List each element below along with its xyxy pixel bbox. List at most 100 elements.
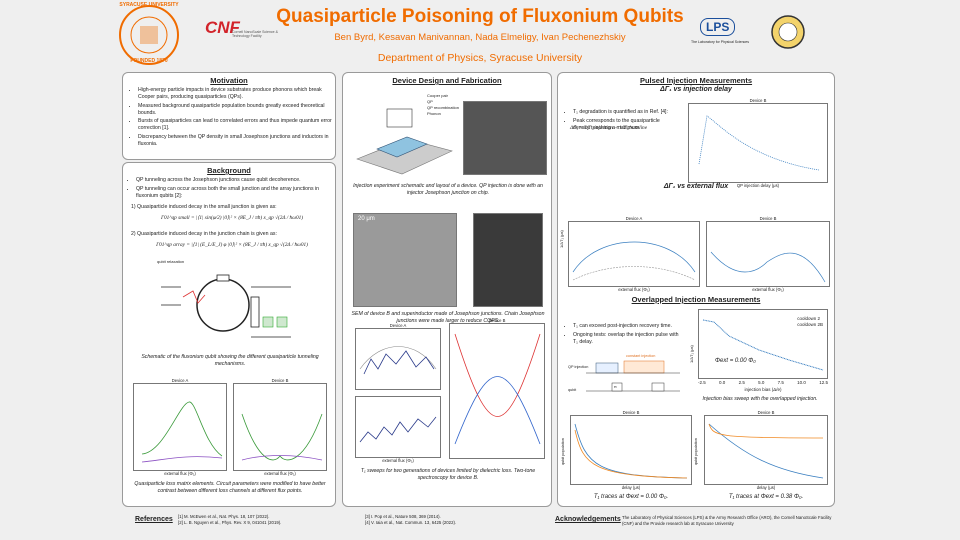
list-item: 12.5 <box>819 380 828 385</box>
bullet: High-energy particle impacts in device s… <box>138 87 333 101</box>
bullet: Ongoing tests: overlap the injection pul… <box>573 332 682 346</box>
bullet: QP tunneling across the Josephson juncti… <box>136 177 333 184</box>
heading: Background <box>207 166 251 175</box>
x-label: external flux (Φ₀) <box>164 471 196 476</box>
plot: Device A external flux (Φ₀) <box>133 378 227 476</box>
plot: Device B external flux (Φ₀) <box>706 216 830 292</box>
bullet-list: High-energy particle impacts in device s… <box>129 87 333 149</box>
plot-title: Device A <box>171 378 189 383</box>
device-schematic <box>356 108 453 175</box>
circuit-schematic <box>153 257 303 349</box>
item: 1) Quasiparticle induced decay in the sm… <box>131 204 277 210</box>
plot: cooldown 2 cooldown 2B Φext = 0.00 Φ₀ <box>698 309 828 379</box>
bullet: T₁ can exceed post-injection recovery ti… <box>573 323 682 330</box>
heading: Device Design and Fabrication <box>392 76 502 85</box>
annotation: Φext = 0.00 Φ₀ <box>715 358 756 364</box>
list-item: 2.5 <box>738 380 745 385</box>
legend: cooldown 2 cooldown 2B <box>797 316 823 329</box>
x-label: delay (μs) <box>756 485 776 490</box>
motivation-panel: Motivation High-energy particle impacts … <box>122 72 336 160</box>
bullet: QP tunneling can occur across both the s… <box>136 186 333 200</box>
spectroscopy: Device B <box>449 318 545 459</box>
caption: Quasiparticle loss matrix elements. Circ… <box>134 481 326 495</box>
plot-title: Device B <box>759 216 777 221</box>
y-label: qubit population <box>561 438 565 465</box>
bullet: Bursts of quasiparticles can lead to cor… <box>138 118 333 132</box>
sem-image <box>473 213 543 307</box>
background-panel: Background QP tunneling across the Josep… <box>122 162 336 507</box>
caption: Schematic of the fluxonium qubit showing… <box>141 354 319 368</box>
plot-curves <box>710 251 826 283</box>
plot: Device B QP injection delay (μs) <box>688 98 828 188</box>
list-item: cooldown 2B <box>797 322 823 328</box>
caption: Injection experiment schematic and layou… <box>353 183 543 197</box>
plot: Device B delay (μs) <box>704 410 828 490</box>
list-item: [1] M. McEwen et al., Nat. Phys. 18, 107… <box>178 514 270 519</box>
heading: References <box>135 516 173 523</box>
seq-label: π <box>614 384 617 389</box>
su-seal <box>119 5 179 65</box>
plot-curves <box>698 115 820 171</box>
list-item: 10.0 <box>797 380 806 385</box>
circuit-label: qubit relaxation <box>157 259 185 264</box>
list-item: -2.5 <box>698 380 706 385</box>
seq-label: qubit <box>568 388 577 392</box>
plot-title: Device B <box>757 410 775 415</box>
authors: Ben Byrd, Kesavan Manivannan, Nada Elmel… <box>334 32 626 43</box>
plot-curves <box>574 423 688 479</box>
item: 2) Quasiparticle induced decay in the ju… <box>131 231 277 237</box>
x-label: external flux (Φ₀) <box>752 287 784 292</box>
x-label: QP injection delay (μs) <box>736 183 780 188</box>
list-item: [3] I. Pop et al., Nature 508, 369 (2014… <box>365 514 441 519</box>
x-ticks: -2.5 0.0 2.5 5.0 7.5 10.0 12.5 <box>698 380 828 385</box>
plot: Device A external flux (Φ₀) <box>568 216 700 292</box>
list-item: Phonon <box>427 111 441 116</box>
caption: T₁ traces at Φext = 0.00 Φ₀. <box>593 494 669 500</box>
title: Quasiparticle Poisoning of Fluxonium Qub… <box>276 6 684 27</box>
seq-label: constant injection <box>626 354 656 358</box>
plot-title: Device B <box>749 98 767 103</box>
scalebar: 20 μm <box>358 216 375 222</box>
plot-title: Device A <box>625 216 643 221</box>
aro-seal <box>771 15 805 49</box>
bullet-list: T₁ degradation is quantified as in Ref. … <box>564 109 676 133</box>
plot-curves <box>359 346 437 375</box>
lps-sub: The Laboratory for Physical Sciences <box>691 40 749 44</box>
su-name: SYRACUSE UNIVERSITY <box>119 2 179 8</box>
heading: Motivation <box>210 76 248 85</box>
cnf-logo: CNF <box>205 18 240 37</box>
y-label: 1/ΔT₁ (μs) <box>559 230 564 248</box>
bullet: T₁ degradation is quantified as in Ref. … <box>573 109 676 116</box>
plot-title: Device A <box>389 323 407 328</box>
department: Department of Physics, Syracuse Universi… <box>377 52 583 64</box>
results-panel: Pulsed Injection Measurements ΔΓ₁ vs inj… <box>557 72 835 507</box>
legend: Cooper pair QP QP recombination Phonon <box>427 93 459 117</box>
y-label: 1/ΔT₁ (μs) <box>689 345 694 363</box>
plot: external flux (Φ₀) <box>355 396 441 463</box>
list-item: QP <box>427 99 433 104</box>
list-item: [4] V. Iaia et al., Nat. Commun. 13, 642… <box>365 520 457 526</box>
x-label: delay (μs) <box>621 485 641 490</box>
equation: Γ01^qp array = |⟨1| (E_L/E_J) φ |0⟩|² × … <box>156 242 308 248</box>
equation: Γ01^qp small = |⟨1| sin(φ/2) |0⟩|² × (8E… <box>160 215 304 221</box>
plot: Device B delay (μs) <box>570 410 692 490</box>
heading: Acknowledgements <box>555 516 621 523</box>
bullet-list: QP tunneling across the Josephson juncti… <box>127 177 333 201</box>
cnf-sub: Cornell NanoScale Science & Technology F… <box>232 30 278 38</box>
caption: Injection bias sweep with the overlapped… <box>702 396 818 402</box>
bullet: Measured background quasiparticle popula… <box>138 103 333 117</box>
x-label: injection bias (Δ/e) <box>744 387 782 392</box>
spectroscopy-lines <box>454 333 541 445</box>
plot-curves <box>708 423 824 479</box>
list-item: 7.5 <box>777 380 784 385</box>
plot-title: Device B <box>488 318 506 323</box>
design-panel: Device Design and Fabrication Cooper pai… <box>342 72 552 507</box>
list-item: cooldown 2 <box>797 316 820 321</box>
bullet: Discrepancy between the QP density in sm… <box>138 134 333 148</box>
list-item: [2] L. B. Nguyen et al., Phys. Rev. X 9,… <box>178 520 282 526</box>
list-item: Cooper pair <box>427 93 448 98</box>
su-founded: FOUNDED 1870 <box>130 58 168 64</box>
caption: T₁ traces at Φext = 0.38 Φ₀. <box>728 494 804 500</box>
plot-curves <box>141 401 223 463</box>
lps-logo: LPS <box>700 18 736 36</box>
